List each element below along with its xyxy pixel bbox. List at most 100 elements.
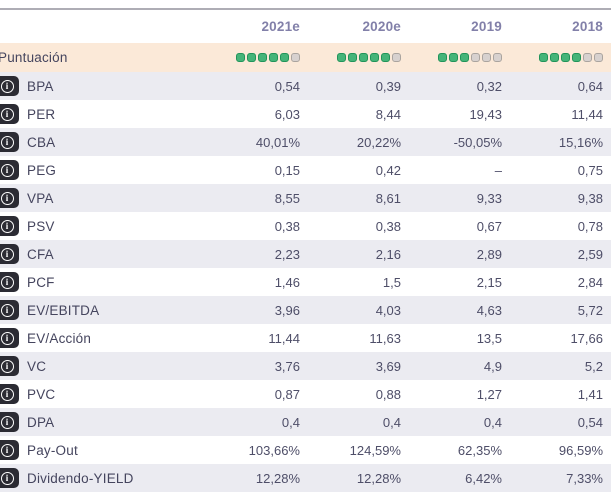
value-cell: 17,66 [570, 330, 603, 346]
info-icon[interactable]: i [0, 468, 19, 488]
score-dot-filled [572, 53, 581, 62]
score-dot-empty [471, 53, 480, 62]
value-cell: 0,4 [281, 414, 300, 430]
info-icon-glyph: i [0, 163, 14, 177]
value-cell: 2,16 [375, 246, 401, 262]
value-cell: 20,22% [356, 134, 401, 150]
info-icon[interactable]: i [0, 356, 19, 376]
info-icon[interactable]: i [0, 160, 19, 180]
info-icon-glyph: i [0, 471, 14, 485]
score-dot-empty [392, 53, 401, 62]
info-icon-glyph: i [0, 79, 14, 93]
table-top-divider [0, 8, 611, 10]
score-dot-filled [280, 53, 289, 62]
info-icon[interactable]: i [0, 328, 19, 348]
value-cell: 9,33 [476, 190, 502, 206]
value-cell: 19,43 [469, 106, 502, 122]
info-icon-glyph: i [0, 331, 14, 345]
row-label: PVC [27, 386, 56, 402]
score-dot-filled [438, 53, 447, 62]
row-label: Dividendo-YIELD [27, 470, 134, 486]
value-cell: 0,38 [274, 218, 300, 234]
value-cell: 0,54 [274, 78, 300, 94]
value-cell: – [494, 162, 502, 178]
value-cell: 9,38 [577, 190, 603, 206]
value-cell: 8,61 [375, 190, 401, 206]
info-icon[interactable]: i [0, 384, 19, 404]
value-cell: 12,28% [255, 470, 300, 486]
score-dots-2018 [539, 53, 603, 62]
value-cell: 0,39 [375, 78, 401, 94]
value-cell: 11,44 [268, 330, 300, 346]
value-cell: 0,32 [476, 78, 502, 94]
value-cell: 1,46 [274, 274, 300, 290]
value-cell: 96,59% [558, 442, 603, 458]
score-dot-filled [236, 53, 245, 62]
score-dots-2021e [236, 53, 300, 62]
table-header-row: 2021e 2020e 2019 2018 [0, 10, 611, 43]
table-row: i CBA 40,01% 20,22% -50,05% 15,16% [0, 128, 611, 156]
score-dot-filled [247, 53, 256, 62]
value-cell: 0,88 [375, 386, 401, 402]
info-icon[interactable]: i [0, 104, 19, 124]
table-row: i EV/EBITDA 3,96 4,03 4,63 5,72 [0, 296, 611, 324]
value-cell: 11,44 [571, 106, 603, 122]
value-cell: 40,01% [255, 134, 300, 150]
info-icon[interactable]: i [0, 272, 19, 292]
row-label: BPA [27, 78, 54, 94]
score-row: Puntuación [0, 43, 611, 72]
table-row: i PVC 0,87 0,88 1,27 1,41 [0, 380, 611, 408]
value-cell: 2,15 [476, 274, 502, 290]
value-cell: 0,42 [375, 162, 401, 178]
value-cell: 6,03 [274, 106, 300, 122]
value-cell: 0,67 [476, 218, 502, 234]
value-cell: 4,63 [476, 302, 502, 318]
value-cell: 124,59% [349, 442, 401, 458]
score-dot-empty [583, 53, 592, 62]
info-icon-glyph: i [0, 275, 14, 289]
info-icon[interactable]: i [0, 244, 19, 264]
value-cell: 0,4 [483, 414, 502, 430]
info-icon[interactable]: i [0, 76, 19, 96]
value-cell: 6,42% [465, 470, 502, 486]
value-cell: 13,5 [476, 330, 502, 346]
table-row: i PEG 0,15 0,42 – 0,75 [0, 156, 611, 184]
value-cell: 62,35% [457, 442, 502, 458]
row-label: VPA [27, 190, 54, 206]
value-cell: 2,23 [274, 246, 300, 262]
score-row-label: Puntuación [0, 50, 68, 65]
column-header-2018: 2018 [572, 19, 603, 34]
info-icon[interactable]: i [0, 300, 19, 320]
row-label: CFA [27, 246, 54, 262]
score-dot-filled [460, 53, 469, 62]
value-cell: 4,03 [375, 302, 401, 318]
value-cell: -50,05% [453, 134, 502, 150]
score-dot-filled [359, 53, 368, 62]
info-icon[interactable]: i [0, 440, 19, 460]
score-dot-filled [449, 53, 458, 62]
value-cell: 1,27 [476, 386, 502, 402]
table-row: i PER 6,03 8,44 19,43 11,44 [0, 100, 611, 128]
row-label: EV/Acción [27, 330, 92, 346]
info-icon-glyph: i [0, 443, 14, 457]
info-icon-glyph: i [0, 303, 14, 317]
table-row: i VC 3,76 3,69 4,9 5,2 [0, 352, 611, 380]
value-cell: 15,16% [558, 134, 603, 150]
value-cell: 3,76 [274, 358, 300, 374]
score-dot-filled [561, 53, 570, 62]
table-row: i Pay-Out 103,66% 124,59% 62,35% 96,59% [0, 436, 611, 464]
score-dot-empty [594, 53, 603, 62]
column-header-2021e: 2021e [261, 19, 300, 34]
info-icon[interactable]: i [0, 132, 19, 152]
row-label: VC [27, 358, 47, 374]
score-dots-2019 [438, 53, 502, 62]
value-cell: 12,28% [356, 470, 401, 486]
info-icon[interactable]: i [0, 188, 19, 208]
info-icon[interactable]: i [0, 412, 19, 432]
info-icon[interactable]: i [0, 216, 19, 236]
value-cell: 1,5 [382, 274, 401, 290]
info-icon-glyph: i [0, 135, 14, 149]
value-cell: 103,66% [248, 442, 300, 458]
table-row: i DPA 0,4 0,4 0,4 0,54 [0, 408, 611, 436]
